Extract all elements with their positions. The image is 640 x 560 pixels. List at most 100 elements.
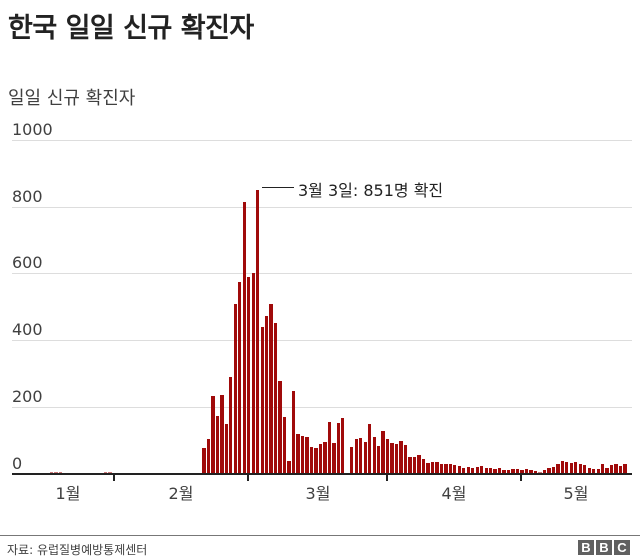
bar — [524, 468, 529, 473]
bar — [381, 431, 385, 473]
peak-annotation: 3월 3일: 851명 확진 — [298, 181, 444, 200]
bar — [211, 396, 215, 473]
bar — [359, 438, 363, 473]
bar — [421, 459, 426, 473]
bar — [247, 277, 251, 473]
bar — [265, 316, 269, 473]
bar — [444, 464, 448, 473]
bar — [609, 465, 614, 473]
bar-chart: 1000 800 600 400 200 0 1월 2월 3월 4월 5월 3월 3일: 851명… — [12, 120, 632, 503]
bar — [399, 441, 403, 473]
bar — [574, 462, 578, 473]
bar — [457, 466, 461, 473]
bar — [403, 445, 408, 473]
bar — [49, 472, 54, 473]
x-tick-label: 1월 — [55, 484, 81, 503]
bar — [596, 469, 600, 473]
bar — [520, 470, 524, 473]
bar — [475, 467, 479, 473]
bar — [54, 472, 58, 473]
x-tick-label: 3월 — [305, 484, 331, 503]
bar — [318, 444, 323, 473]
bar — [327, 422, 332, 473]
bbc-logo-letter: B — [578, 540, 594, 555]
bar — [583, 465, 587, 473]
y-tick-label: 800 — [12, 187, 43, 206]
bar — [332, 443, 336, 473]
bar — [466, 467, 470, 473]
bar — [296, 434, 300, 473]
y-tick-label: 600 — [12, 253, 43, 272]
bar — [448, 464, 452, 473]
x-tick-label: 4월 — [441, 484, 467, 503]
bar — [300, 436, 305, 473]
bar — [233, 304, 237, 473]
x-tick-mark — [247, 474, 249, 481]
bar — [462, 468, 466, 473]
bar — [484, 468, 488, 473]
bar — [287, 461, 291, 473]
bar — [506, 470, 511, 473]
annotation-leader-line — [262, 187, 294, 188]
bar — [385, 439, 390, 473]
y-tick-label: 400 — [12, 320, 43, 339]
bar — [502, 469, 506, 473]
bar — [412, 457, 417, 473]
bar — [569, 463, 573, 473]
bar — [309, 447, 314, 473]
gridline — [12, 273, 632, 274]
bar — [556, 464, 560, 473]
bar — [58, 472, 63, 473]
bar — [493, 468, 497, 473]
x-tick-mark — [386, 474, 388, 481]
bar — [533, 471, 538, 473]
bar — [601, 464, 605, 473]
bar — [260, 327, 264, 473]
bar — [278, 381, 282, 473]
bar — [108, 472, 112, 473]
bar — [202, 448, 206, 473]
bar — [417, 455, 421, 473]
x-axis-line — [12, 473, 632, 475]
x-tick-label: 2월 — [168, 484, 194, 503]
gridline — [12, 207, 632, 208]
bar — [592, 468, 596, 473]
bbc-logo-letter: B — [596, 540, 612, 555]
bar — [439, 464, 444, 473]
bar — [529, 470, 533, 473]
x-tick-mark — [520, 474, 522, 481]
x-tick-label: 5월 — [563, 484, 589, 503]
bar — [305, 437, 309, 473]
y-axis-title: 일일 신규 확진자 — [8, 88, 136, 109]
bar — [282, 417, 287, 473]
bar — [547, 468, 551, 473]
bar — [103, 472, 108, 473]
y-tick-label: 200 — [12, 387, 43, 406]
bar — [220, 395, 224, 473]
bar — [215, 416, 220, 473]
bar — [273, 323, 278, 473]
bar — [363, 442, 367, 473]
bar — [390, 443, 394, 473]
y-tick-label: 1000 — [12, 120, 53, 139]
bar — [354, 439, 358, 473]
bar — [224, 424, 228, 473]
bar — [238, 282, 242, 473]
bar — [256, 189, 260, 473]
bar — [623, 464, 627, 473]
bar — [229, 377, 233, 473]
bar — [538, 471, 542, 473]
bar — [511, 469, 515, 473]
bar — [471, 467, 475, 473]
bar — [430, 462, 435, 473]
bar — [453, 465, 457, 473]
bar — [350, 447, 354, 473]
gridline — [12, 407, 632, 408]
bar — [565, 461, 569, 473]
bar — [251, 273, 255, 473]
bar — [489, 468, 493, 473]
bbc-logo-letter: C — [614, 540, 630, 555]
bar — [408, 457, 412, 473]
bar — [336, 423, 340, 474]
bar — [578, 463, 582, 473]
